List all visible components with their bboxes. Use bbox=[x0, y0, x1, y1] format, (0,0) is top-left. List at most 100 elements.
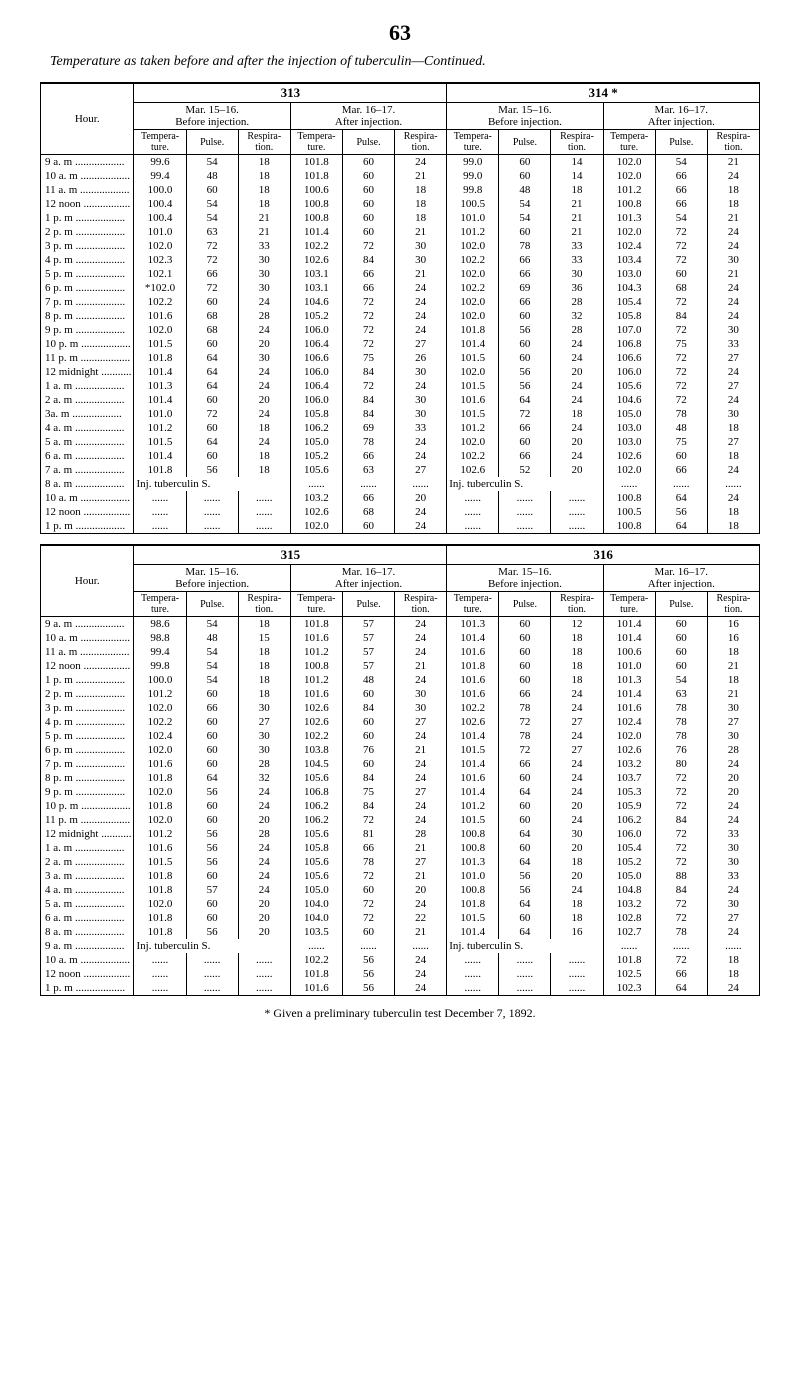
data-cell: 105.2 bbox=[290, 309, 342, 323]
table-row: 7 p. m ..................101.66028104.56… bbox=[41, 757, 760, 771]
col-314: 314 * bbox=[447, 83, 760, 103]
data-cell: 20 bbox=[551, 435, 603, 449]
data-cell: 101.5 bbox=[447, 813, 499, 827]
data-cell: 21 bbox=[395, 841, 447, 855]
data-cell: 100.5 bbox=[447, 197, 499, 211]
hour-cell: 6 p. m .................. bbox=[41, 281, 134, 295]
data-cell: 100.8 bbox=[447, 883, 499, 897]
table-row: 3 p. m ..................102.07233102.27… bbox=[41, 239, 760, 253]
data-cell: 60 bbox=[499, 659, 551, 673]
data-cell: 72 bbox=[499, 743, 551, 757]
data-cell: 20 bbox=[551, 463, 603, 477]
data-cell: 60 bbox=[655, 267, 707, 281]
hour-cell: 1 p. m .................. bbox=[41, 673, 134, 687]
data-cell: 66 bbox=[186, 701, 238, 715]
data-cell: 54 bbox=[499, 197, 551, 211]
data-cell: 60 bbox=[655, 659, 707, 673]
data-cell: 84 bbox=[342, 771, 394, 785]
data-cell: 18 bbox=[238, 155, 290, 170]
data-cell: 18 bbox=[395, 211, 447, 225]
data-cell: 24 bbox=[395, 673, 447, 687]
data-cell: 60 bbox=[342, 925, 394, 939]
data-cell: 105.8 bbox=[290, 407, 342, 421]
data-cell: 101.4 bbox=[447, 925, 499, 939]
data-cell: 72 bbox=[655, 897, 707, 911]
data-cell: 66 bbox=[342, 449, 394, 463]
data-cell: 24 bbox=[395, 155, 447, 170]
data-cell: 101.2 bbox=[134, 421, 186, 435]
table-row: 10 p. m ..................101.86024106.2… bbox=[41, 799, 760, 813]
data-cell: 24 bbox=[707, 365, 759, 379]
data-cell: 102.2 bbox=[290, 729, 342, 743]
data-cell: 72 bbox=[655, 841, 707, 855]
data-cell: 106.2 bbox=[290, 421, 342, 435]
data-cell: 105.4 bbox=[603, 841, 655, 855]
data-cell: 101.4 bbox=[603, 687, 655, 701]
data-cell: 100.8 bbox=[290, 211, 342, 225]
data-cell: 56 bbox=[186, 841, 238, 855]
data-cell: 101.2 bbox=[290, 673, 342, 687]
table-row: 12 midnight ..................101.464241… bbox=[41, 365, 760, 379]
data-cell: 99.4 bbox=[134, 645, 186, 659]
data-cell: 72 bbox=[342, 813, 394, 827]
data-cell: 60 bbox=[342, 687, 394, 701]
table-row: 9 p. m ..................102.05624106.87… bbox=[41, 785, 760, 799]
data-cell: 101.3 bbox=[603, 673, 655, 687]
data-cell: 84 bbox=[342, 253, 394, 267]
data-cell: 18 bbox=[238, 183, 290, 197]
hour-cell: 12 midnight .................. bbox=[41, 827, 134, 841]
data-cell: 24 bbox=[551, 729, 603, 743]
data-cell: 24 bbox=[551, 883, 603, 897]
data-cell: 84 bbox=[342, 701, 394, 715]
table-row: 1 a. m ..................101.36424106.47… bbox=[41, 379, 760, 393]
data-cell: 60 bbox=[499, 337, 551, 351]
data-cell: 101.2 bbox=[134, 687, 186, 701]
data-cell: 75 bbox=[342, 785, 394, 799]
data-cell: 64 bbox=[499, 827, 551, 841]
data-cell: 24 bbox=[395, 379, 447, 393]
table-row: 6 a. m ..................101.86020104.07… bbox=[41, 911, 760, 925]
data-cell: 18 bbox=[707, 421, 759, 435]
hour-cell: 2 p. m .................. bbox=[41, 225, 134, 239]
data-cell: 18 bbox=[707, 183, 759, 197]
data-cell: 106.2 bbox=[290, 799, 342, 813]
data-cell: 100.0 bbox=[134, 673, 186, 687]
data-cell: 84 bbox=[342, 393, 394, 407]
data-cell: 101.0 bbox=[447, 869, 499, 883]
data-cell: 66 bbox=[655, 463, 707, 477]
data-cell: 107.0 bbox=[603, 323, 655, 337]
data-cell: 106.4 bbox=[290, 337, 342, 351]
data-cell: 102.0 bbox=[447, 239, 499, 253]
data-cell: 56 bbox=[499, 869, 551, 883]
hour-cell: 4 p. m .................. bbox=[41, 253, 134, 267]
data-cell: 99.4 bbox=[134, 169, 186, 183]
table-row: 5 p. m ..................102.46030102.26… bbox=[41, 729, 760, 743]
hour-cell: 10 a. m .................. bbox=[41, 169, 134, 183]
data-cell: 21 bbox=[395, 169, 447, 183]
data-cell: 24 bbox=[395, 323, 447, 337]
table-row: 6 p. m ..................102.06030103.87… bbox=[41, 743, 760, 757]
data-cell: 60 bbox=[499, 225, 551, 239]
data-cell: 101.0 bbox=[134, 407, 186, 421]
data-cell: 66 bbox=[499, 253, 551, 267]
data-cell: 64 bbox=[186, 771, 238, 785]
data-cell: 102.2 bbox=[134, 715, 186, 729]
data-cell: 54 bbox=[186, 155, 238, 170]
data-cell: 78 bbox=[655, 729, 707, 743]
data-cell: 102.0 bbox=[134, 813, 186, 827]
data-cell: 106.0 bbox=[290, 365, 342, 379]
data-cell: 24 bbox=[395, 729, 447, 743]
data-cell: 24 bbox=[395, 295, 447, 309]
data-cell: 14 bbox=[551, 169, 603, 183]
data-cell: 64 bbox=[499, 897, 551, 911]
data-cell: 103.0 bbox=[603, 421, 655, 435]
data-cell: *102.0 bbox=[134, 281, 186, 295]
data-cell: 24 bbox=[395, 309, 447, 323]
data-cell: 24 bbox=[707, 239, 759, 253]
data-cell: 24 bbox=[551, 393, 603, 407]
data-cell: 16 bbox=[707, 631, 759, 645]
data-cell: 24 bbox=[238, 869, 290, 883]
data-cell: 105.0 bbox=[603, 869, 655, 883]
data-cell: 60 bbox=[186, 715, 238, 729]
data-cell: 15 bbox=[238, 631, 290, 645]
